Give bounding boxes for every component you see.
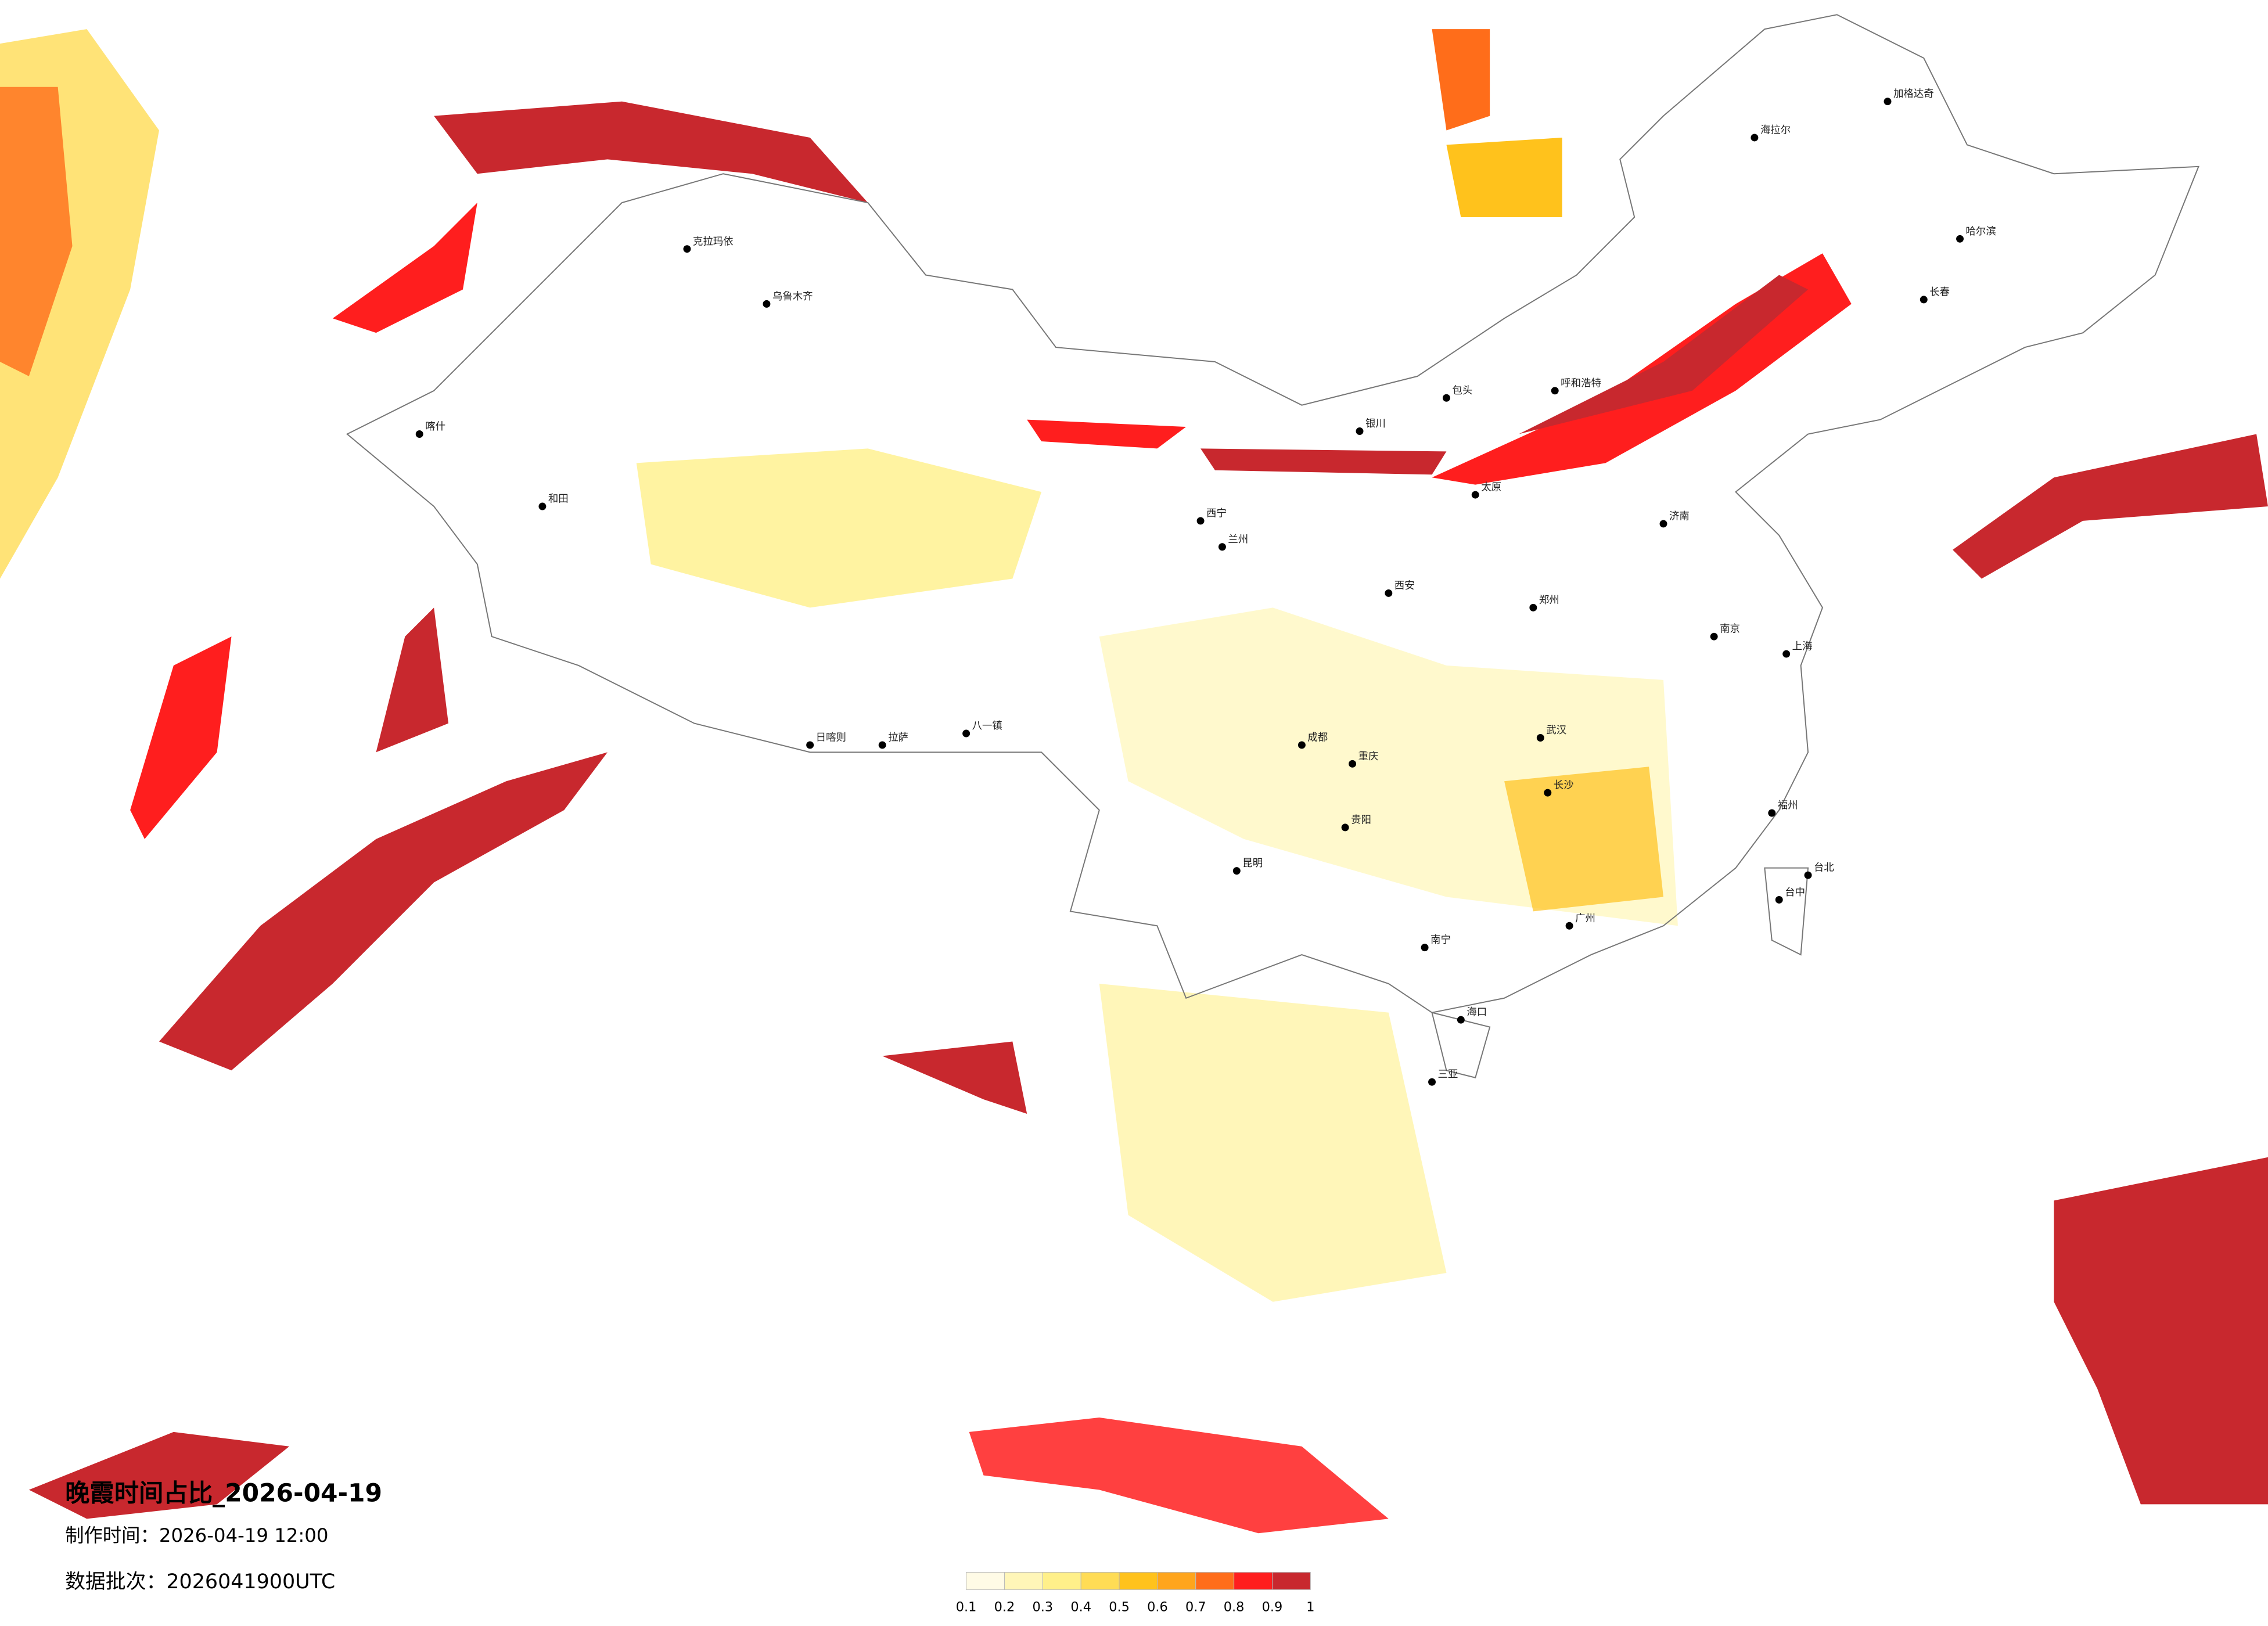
colorbar-label: 0.6 xyxy=(1147,1600,1168,1615)
city-label: 和田 xyxy=(548,494,569,505)
colorbar-swatch xyxy=(1234,1571,1273,1590)
city-dot xyxy=(1775,895,1783,904)
city-label: 郑州 xyxy=(1539,595,1559,606)
city-label: 南京 xyxy=(1720,624,1740,635)
colorbar-swatch xyxy=(1271,1571,1311,1590)
city-dot xyxy=(1428,1078,1436,1086)
city-label: 哈尔滨 xyxy=(1965,226,1996,238)
made-time: 制作时间：2026-04-19 12:00 xyxy=(65,1524,328,1546)
city-label: 重庆 xyxy=(1358,751,1379,762)
city-dot xyxy=(1536,734,1544,742)
city-dot xyxy=(1341,823,1349,832)
colorbar-label: 0.9 xyxy=(1262,1600,1283,1615)
city-dot xyxy=(1768,809,1776,817)
colorbar: 0.1 0.2 0.3 0.4 0.5 0.6 0.7 0.8 0.9 1 xyxy=(956,1571,1314,1615)
city-dot xyxy=(1218,543,1226,551)
colorbar-label: 0.5 xyxy=(1109,1600,1130,1615)
city-dot xyxy=(1804,871,1812,879)
city-dot xyxy=(1529,603,1537,611)
boundaries xyxy=(346,14,2199,1078)
city-label: 拉萨 xyxy=(888,732,908,743)
city-dot xyxy=(683,245,691,253)
colorbar-swatch xyxy=(1157,1571,1196,1590)
city-label: 包头 xyxy=(1452,385,1472,397)
city-label: 海拉尔 xyxy=(1760,124,1791,136)
city-dot xyxy=(1421,944,1429,952)
colorbar-label: 0.1 xyxy=(956,1600,977,1615)
colorbar-label: 0.2 xyxy=(994,1600,1015,1615)
city-dot xyxy=(1297,741,1306,749)
city-label: 济南 xyxy=(1669,510,1690,522)
city-dot xyxy=(1544,789,1552,797)
city-label: 台北 xyxy=(1814,862,1834,874)
city-label: 八一镇 xyxy=(972,721,1002,732)
city-dot xyxy=(1457,1016,1465,1024)
colorbar-swatch xyxy=(1195,1571,1235,1590)
sunset-field xyxy=(0,29,2268,1534)
city-dot xyxy=(415,430,423,438)
colorbar-swatch xyxy=(1119,1571,1158,1590)
city-dot xyxy=(1751,134,1759,142)
city-label: 西安 xyxy=(1394,580,1415,592)
city-label: 成都 xyxy=(1307,732,1328,743)
colorbar-label: 0.4 xyxy=(1070,1600,1091,1615)
city-label: 台中 xyxy=(1785,887,1805,898)
city-label: 日喀则 xyxy=(816,732,846,743)
city-dot xyxy=(1356,427,1364,436)
city-dot xyxy=(1551,387,1559,395)
city-label: 西宁 xyxy=(1206,508,1227,519)
title: 晚霞时间占比_2026-04-19 xyxy=(65,1478,382,1507)
colorbar-swatch xyxy=(966,1571,1005,1590)
city-label: 长沙 xyxy=(1554,780,1574,792)
city-label: 克拉玛依 xyxy=(693,236,734,247)
city-label: 南宁 xyxy=(1430,934,1451,946)
city-label: 长春 xyxy=(1929,286,1950,298)
city-label: 昆明 xyxy=(1242,858,1263,869)
city-dot xyxy=(1884,98,1892,106)
city-dot xyxy=(1659,520,1667,528)
city-label: 喀什 xyxy=(425,421,445,433)
colorbar-label: 1 xyxy=(1306,1600,1314,1615)
city-dot xyxy=(538,502,547,510)
city-label: 海口 xyxy=(1467,1007,1487,1019)
city-label: 福州 xyxy=(1778,800,1798,812)
city-dot xyxy=(1565,922,1573,930)
city-dot xyxy=(962,729,971,738)
colorbar-label: 0.7 xyxy=(1185,1600,1206,1615)
city-label: 呼和浩特 xyxy=(1561,377,1601,389)
city-label: 武汉 xyxy=(1546,725,1566,736)
city-dot xyxy=(1232,867,1241,875)
city-dot xyxy=(1710,632,1718,641)
city-dot xyxy=(1471,491,1479,499)
city-label: 乌鲁木齐 xyxy=(772,291,813,303)
city-dot xyxy=(1196,517,1205,525)
batch: 数据批次：2026041900UTC xyxy=(65,1570,335,1593)
city-label: 兰州 xyxy=(1228,534,1248,545)
city-dot xyxy=(1956,235,1964,243)
city-dot xyxy=(1442,394,1450,402)
city-label: 银川 xyxy=(1365,418,1386,430)
city-dot xyxy=(878,741,886,749)
city-label: 广州 xyxy=(1575,913,1595,924)
city-label: 三亚 xyxy=(1437,1069,1458,1081)
city-dot xyxy=(1385,589,1393,597)
colorbar-swatch xyxy=(1080,1571,1120,1590)
colorbar-label: 0.8 xyxy=(1224,1600,1245,1615)
city-label: 加格达奇 xyxy=(1893,88,1934,100)
city-label: 上海 xyxy=(1792,641,1813,653)
city-label: 太原 xyxy=(1481,482,1501,494)
city-dot xyxy=(806,741,814,749)
colorbar-label: 0.3 xyxy=(1033,1600,1054,1615)
city-dot xyxy=(1782,650,1791,658)
colorbar-swatch xyxy=(1042,1571,1081,1590)
city-label: 贵阳 xyxy=(1351,814,1371,826)
colorbar-swatch xyxy=(1004,1571,1043,1590)
city-dot xyxy=(763,300,771,308)
city-dot xyxy=(1349,760,1357,768)
city-dot xyxy=(1920,296,1928,304)
